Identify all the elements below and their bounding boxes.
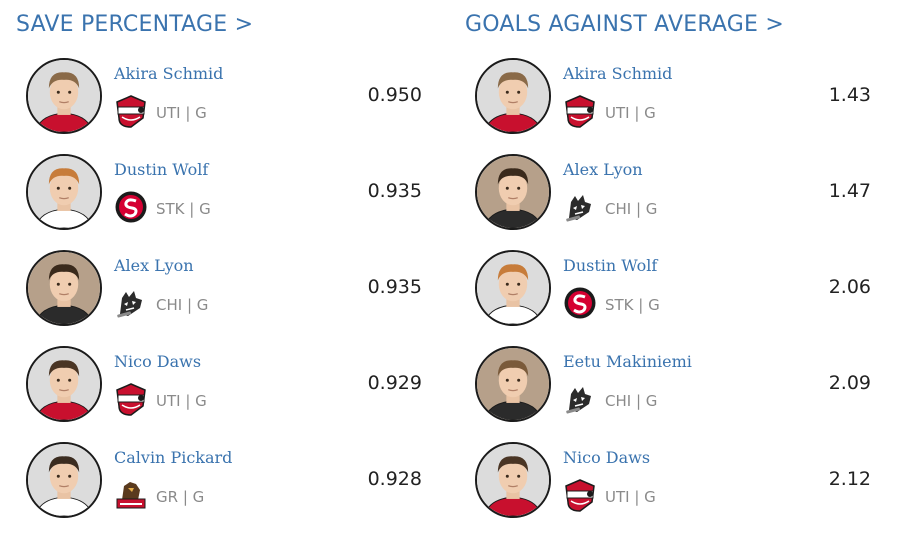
save-percentage-title-link[interactable]: SAVE PERCENTAGE >: [16, 12, 254, 37]
stat-value: 0.935: [367, 180, 422, 202]
stat-value: 0.935: [367, 276, 422, 298]
chicago-wolves-logo[interactable]: [563, 190, 597, 224]
player-position: G: [195, 104, 207, 122]
player-team-position: UTI | G: [156, 392, 207, 410]
player-headshot[interactable]: [475, 154, 551, 230]
player-headshot[interactable]: [26, 250, 102, 326]
player-headshot[interactable]: [475, 250, 551, 326]
utica-comets-logo[interactable]: [114, 94, 148, 128]
leader-row: Eetu Makiniemi CHI | G 2.09: [465, 346, 875, 436]
team-abbreviation: UTI: [156, 104, 181, 122]
meta-separator: |: [180, 104, 196, 122]
player-position: G: [192, 488, 205, 506]
player-position: G: [645, 392, 658, 410]
player-team-position: UTI | G: [605, 488, 656, 506]
leader-row: Alex Lyon CHI | G 0.935: [16, 250, 426, 340]
leader-row: Dustin Wolf STK | G 0.935: [16, 154, 426, 244]
stat-value: 0.929: [367, 372, 422, 394]
meta-separator: |: [182, 296, 197, 314]
stat-value: 2.12: [828, 468, 871, 490]
player-headshot[interactable]: [475, 346, 551, 422]
team-abbreviation: UTI: [605, 488, 630, 506]
grand-rapids-griffins-logo[interactable]: [114, 478, 148, 512]
player-position: G: [648, 296, 660, 314]
player-position: G: [644, 488, 656, 506]
player-team-position: GR | G: [156, 488, 204, 506]
leader-row: Nico Daws UTI | G 2.12: [465, 442, 875, 532]
player-name-link[interactable]: Alex Lyon: [563, 160, 643, 179]
stat-value: 0.928: [367, 468, 422, 490]
player-team-position: UTI | G: [605, 104, 656, 122]
player-name-link[interactable]: Akira Schmid: [563, 64, 673, 83]
player-name-link[interactable]: Calvin Pickard: [114, 448, 233, 467]
player-name-link[interactable]: Dustin Wolf: [114, 160, 209, 179]
player-position: G: [196, 296, 209, 314]
player-headshot[interactable]: [26, 346, 102, 422]
player-headshot[interactable]: [26, 154, 102, 230]
meta-separator: |: [631, 392, 646, 410]
leader-row: Calvin Pickard GR | G 0.928: [16, 442, 426, 532]
utica-comets-logo[interactable]: [563, 94, 597, 128]
player-name-link[interactable]: Eetu Makiniemi: [563, 352, 692, 371]
chicago-wolves-logo[interactable]: [563, 382, 597, 416]
player-name-link[interactable]: Akira Schmid: [114, 64, 224, 83]
chicago-wolves-logo[interactable]: [114, 286, 148, 320]
team-abbreviation: STK: [156, 200, 185, 218]
leader-row: Alex Lyon CHI | G 1.47: [465, 154, 875, 244]
meta-separator: |: [633, 296, 649, 314]
stat-value: 2.09: [828, 372, 871, 394]
player-headshot[interactable]: [26, 58, 102, 134]
team-abbreviation: CHI: [605, 200, 632, 218]
player-name-link[interactable]: Alex Lyon: [114, 256, 194, 275]
stat-value: 0.950: [367, 84, 422, 106]
player-headshot[interactable]: [475, 58, 551, 134]
leader-row: Akira Schmid UTI | G 0.950: [16, 58, 426, 148]
stat-value: 1.47: [828, 180, 871, 202]
player-headshot[interactable]: [475, 442, 551, 518]
meta-separator: |: [184, 200, 200, 218]
player-position: G: [645, 200, 658, 218]
meta-separator: |: [180, 392, 196, 410]
player-team-position: UTI | G: [156, 104, 207, 122]
leader-row: Dustin Wolf STK | G 2.06: [465, 250, 875, 340]
team-abbreviation: GR: [156, 488, 179, 506]
player-position: G: [195, 392, 207, 410]
player-team-position: CHI | G: [605, 392, 657, 410]
leader-row: Akira Schmid UTI | G 1.43: [465, 58, 875, 148]
meta-separator: |: [631, 200, 646, 218]
team-abbreviation: CHI: [156, 296, 183, 314]
player-team-position: STK | G: [605, 296, 660, 314]
player-name-link[interactable]: Nico Daws: [114, 352, 202, 371]
meta-separator: |: [178, 488, 193, 506]
player-team-position: CHI | G: [605, 200, 657, 218]
meta-separator: |: [629, 104, 645, 122]
leader-row: Nico Daws UTI | G 0.929: [16, 346, 426, 436]
team-abbreviation: STK: [605, 296, 634, 314]
goals-against-average-panel: GOALS AGAINST AVERAGE > Akira Schmid UTI …: [465, 0, 895, 543]
player-position: G: [199, 200, 211, 218]
meta-separator: |: [629, 488, 645, 506]
stat-value: 1.43: [828, 84, 871, 106]
player-team-position: STK | G: [156, 200, 211, 218]
team-abbreviation: UTI: [156, 392, 181, 410]
player-name-link[interactable]: Nico Daws: [563, 448, 651, 467]
stat-value: 2.06: [828, 276, 871, 298]
stockton-heat-logo[interactable]: [563, 286, 597, 320]
team-abbreviation: UTI: [605, 104, 630, 122]
player-name-link[interactable]: Dustin Wolf: [563, 256, 658, 275]
utica-comets-logo[interactable]: [114, 382, 148, 416]
player-team-position: CHI | G: [156, 296, 208, 314]
player-position: G: [644, 104, 656, 122]
player-headshot[interactable]: [26, 442, 102, 518]
utica-comets-logo[interactable]: [563, 478, 597, 512]
goals-against-average-title-link[interactable]: GOALS AGAINST AVERAGE >: [465, 12, 784, 37]
save-percentage-panel: SAVE PERCENTAGE > Akira Schmid UTI | G 0.9…: [16, 0, 446, 543]
stockton-heat-logo[interactable]: [114, 190, 148, 224]
team-abbreviation: CHI: [605, 392, 632, 410]
